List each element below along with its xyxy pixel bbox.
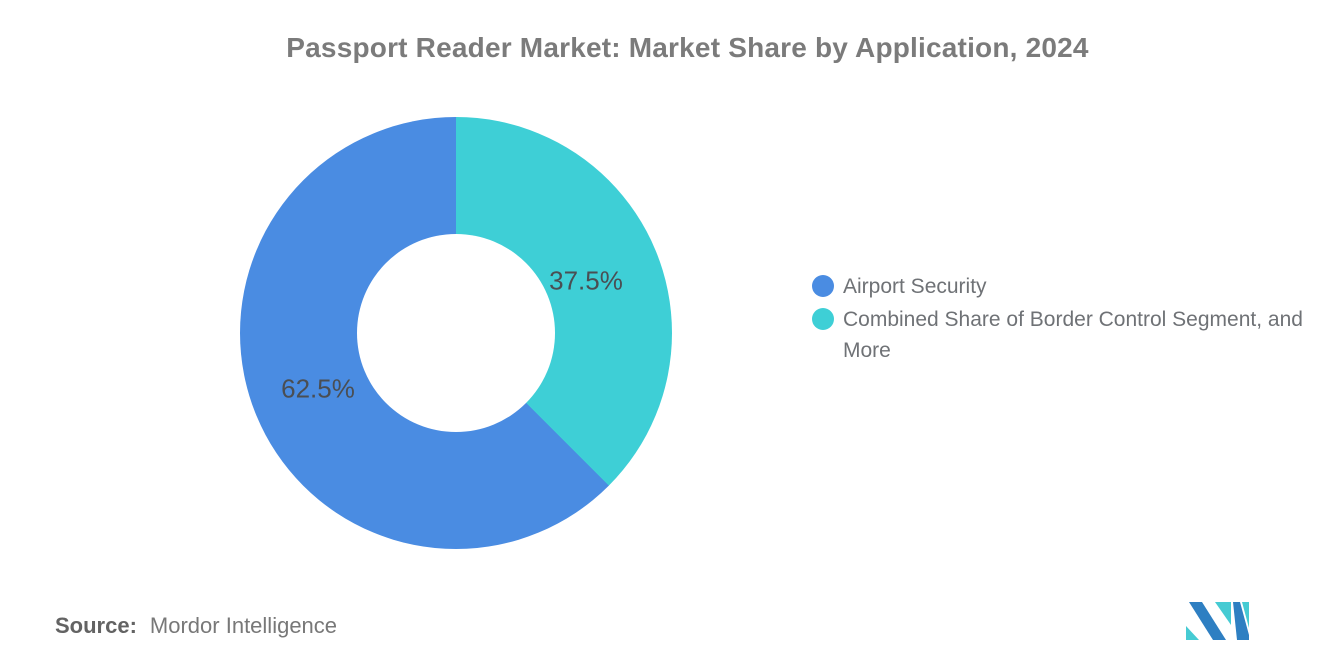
slice-label-border-control: 37.5% — [549, 265, 623, 296]
donut-hole — [357, 234, 555, 432]
donut-chart — [240, 117, 672, 549]
mordor-intelligence-logo — [1186, 602, 1249, 640]
legend-label-border-control: Combined Share of Border Control Segment… — [843, 308, 1303, 362]
legend-item-border-control: Combined Share of Border Control Segment… — [812, 304, 1308, 366]
legend-item-airport-security: Airport Security — [812, 271, 1308, 302]
legend-marker-border-control-icon — [812, 308, 834, 330]
legend-marker-airport-security-icon — [812, 275, 834, 297]
source-prefix: Source: — [55, 613, 137, 638]
source-line: Source: Mordor Intelligence — [55, 613, 337, 639]
legend-label-airport-security: Airport Security — [843, 275, 987, 298]
slice-label-airport-security: 62.5% — [281, 373, 355, 404]
legend: Airport Security Combined Share of Borde… — [812, 271, 1308, 366]
chart-title: Passport Reader Market: Market Share by … — [286, 32, 1089, 63]
source-name: Mordor Intelligence — [149, 613, 338, 638]
